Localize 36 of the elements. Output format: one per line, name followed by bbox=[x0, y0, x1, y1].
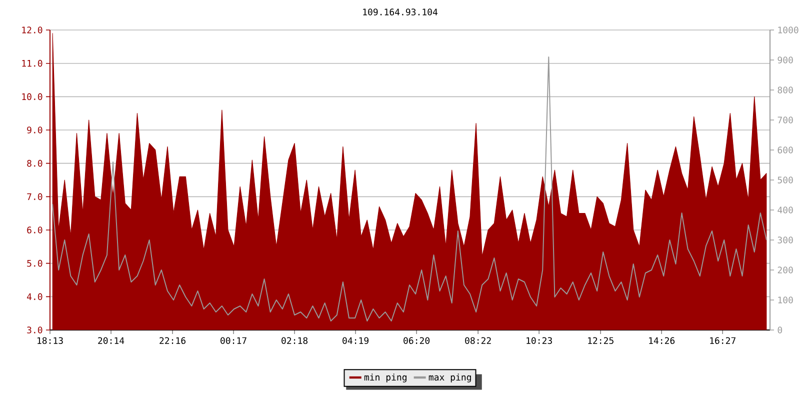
y2-tick-label: 100 bbox=[778, 296, 793, 304]
y-tick-label: 9.0 bbox=[27, 126, 42, 134]
y2-tick-label: 1000 bbox=[778, 26, 798, 34]
chart-title: 109.164.93.104 bbox=[363, 8, 438, 16]
y-tick-label: 8.0 bbox=[27, 160, 42, 167]
x-tick-label: 06:20 bbox=[404, 337, 430, 344]
y-tick-label: 4.0 bbox=[27, 293, 42, 300]
x-tick-label: 10:23 bbox=[526, 337, 552, 344]
y2-tick-label: 800 bbox=[778, 86, 793, 94]
x-tick-label: 12:25 bbox=[588, 337, 614, 344]
legend-label: min ping bbox=[364, 374, 406, 382]
x-tick-label: 22:16 bbox=[160, 337, 186, 344]
y2-tick-label: 900 bbox=[778, 56, 793, 64]
y-tick-label: 6.0 bbox=[27, 226, 42, 234]
x-tick-label: 04:19 bbox=[342, 337, 368, 344]
x-tick-label: 08:22 bbox=[465, 337, 491, 344]
x-tick-label: 16:27 bbox=[710, 337, 736, 344]
y2-tick-label: 200 bbox=[778, 266, 793, 274]
y2-tick-label: 600 bbox=[778, 146, 793, 154]
y-tick-label: 7.0 bbox=[27, 193, 42, 200]
x-tick-label: 18:13 bbox=[38, 337, 63, 344]
x-tick-label: 00:17 bbox=[220, 337, 246, 344]
x-tick-label: 20:14 bbox=[98, 337, 124, 344]
y-tick-label: 3.0 bbox=[27, 326, 42, 334]
y2-tick-label: 400 bbox=[778, 206, 793, 214]
y-tick-label: 5.0 bbox=[27, 260, 42, 267]
y2-tick-label: 0 bbox=[778, 326, 782, 334]
x-tick-label: 02:18 bbox=[282, 337, 308, 344]
y-tick-label: 12.0 bbox=[22, 26, 42, 34]
y-tick-label: 11.0 bbox=[22, 60, 42, 67]
y2-tick-label: 300 bbox=[778, 236, 793, 244]
x-tick-label: 14:26 bbox=[649, 337, 675, 344]
y-tick-label: 10.0 bbox=[22, 93, 42, 100]
y2-tick-label: 500 bbox=[778, 176, 793, 184]
legend-label: max ping bbox=[428, 374, 471, 382]
y2-tick-label: 700 bbox=[778, 116, 793, 124]
